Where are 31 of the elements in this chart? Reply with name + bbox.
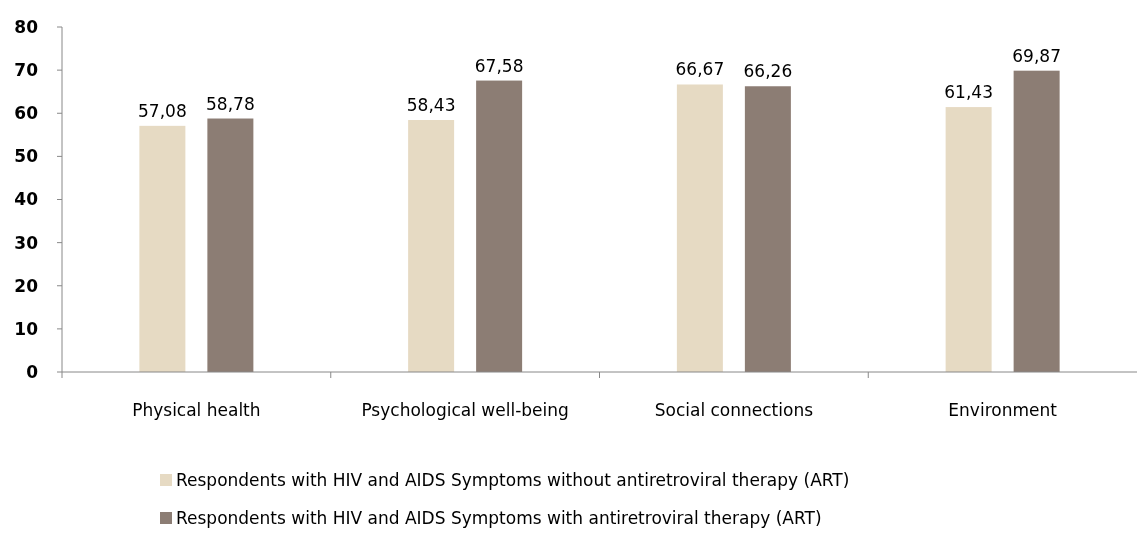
y-tick-label: 0 [26, 361, 39, 382]
y-tick-label: 40 [14, 189, 39, 210]
x-tick-label: Social connections [654, 400, 814, 420]
bar [476, 80, 523, 372]
x-tick-label: Psychological well-being [361, 400, 569, 420]
data-label: 66,26 [743, 61, 793, 82]
x-tick-label: Physical health [132, 400, 261, 420]
y-tick-label: 20 [14, 275, 39, 296]
bar [139, 125, 186, 372]
data-label: 57,08 [138, 100, 187, 121]
bar [207, 118, 254, 372]
data-label: 58,78 [206, 93, 255, 114]
y-tick-label: 30 [14, 232, 39, 253]
y-tick-label: 50 [14, 146, 39, 167]
data-label: 61,43 [944, 82, 993, 103]
bar [408, 120, 455, 372]
data-label: 67,58 [474, 55, 524, 76]
legend-label: Respondents with HIV and AIDS Symptoms without antiretroviral therapy (ART) [176, 469, 850, 490]
bar [676, 84, 723, 372]
y-tick-label: 80 [14, 16, 39, 37]
y-tick-label: 10 [14, 318, 39, 339]
bar [744, 86, 791, 372]
data-label: 66,67 [675, 59, 725, 80]
data-label: 58,43 [406, 95, 456, 116]
y-tick-label: 60 [14, 103, 39, 124]
data-label: 69,87 [1012, 45, 1061, 66]
y-tick-label: 70 [14, 60, 39, 81]
bar [1013, 70, 1060, 372]
legend-label: Respondents with HIV and AIDS Symptoms with antiretroviral therapy (ART) [176, 507, 822, 528]
x-tick-label: Environment [948, 400, 1058, 420]
bar [945, 107, 992, 372]
